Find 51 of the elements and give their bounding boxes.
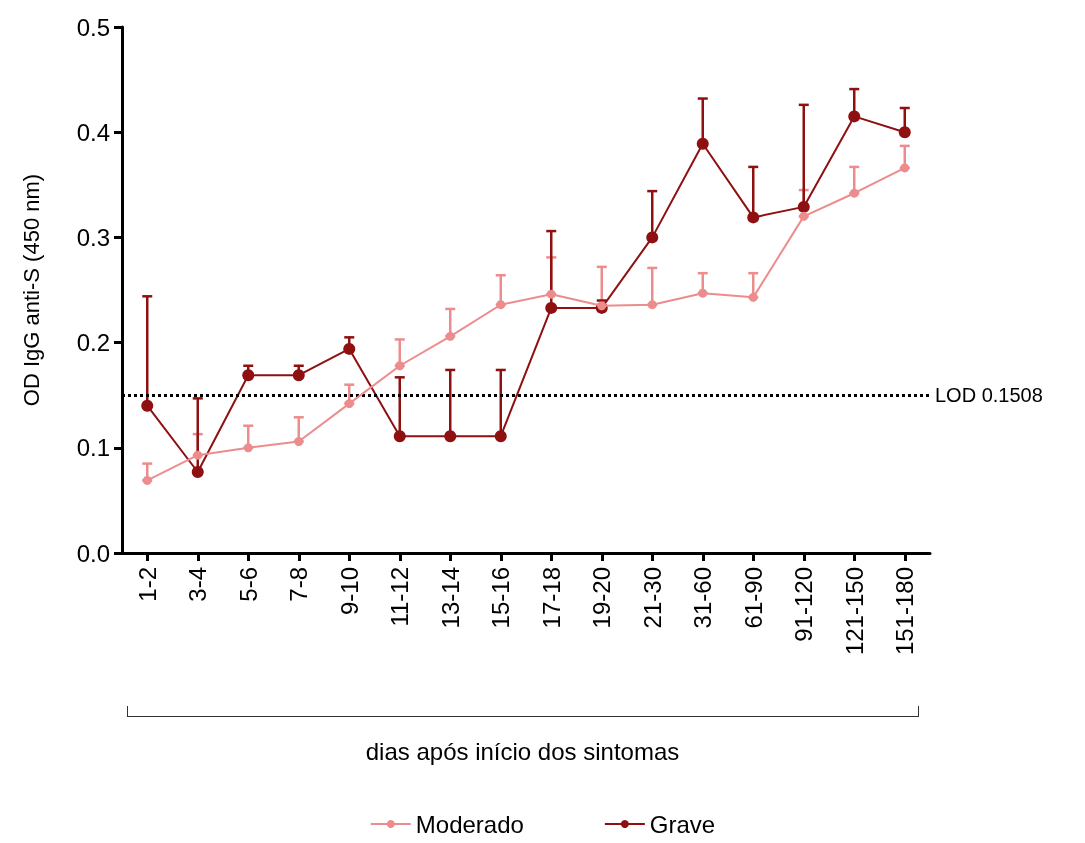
point <box>191 466 204 478</box>
point <box>142 475 152 485</box>
x-tick-label: 61-90 <box>739 567 767 629</box>
point <box>395 361 405 371</box>
point <box>292 369 305 382</box>
point <box>242 369 255 382</box>
x-tick-label: 3-4 <box>184 567 212 602</box>
point <box>647 300 657 310</box>
x-axis-title: dias após início dos sintomas <box>364 738 681 766</box>
y-tick-label: 0.4 <box>76 118 110 146</box>
y-tick-label: 0.1 <box>76 434 110 462</box>
point <box>444 430 457 443</box>
x-tick-label: 7-8 <box>285 567 313 602</box>
x-tick-label: 31-60 <box>689 567 717 629</box>
point <box>747 211 760 224</box>
point <box>393 430 406 443</box>
point <box>696 137 709 150</box>
y-tick-label: 0.5 <box>76 13 110 41</box>
x-tick-label: 13-14 <box>436 567 464 629</box>
y-tick-label: 0.3 <box>76 223 110 251</box>
point <box>496 300 506 310</box>
x-tick-label: 17-18 <box>537 567 565 629</box>
legend-label: Moderado <box>415 810 524 838</box>
x-tick-label: 21-30 <box>638 567 666 629</box>
point <box>545 301 558 314</box>
x-tick-label: 11-12 <box>386 567 414 627</box>
point <box>445 331 455 341</box>
point <box>799 211 809 221</box>
point <box>494 430 507 443</box>
y-tick-label: 0.2 <box>76 329 110 357</box>
point <box>898 126 911 139</box>
x-tick-label: 9-10 <box>335 567 363 616</box>
x-tick-label: 91-120 <box>790 567 818 642</box>
point <box>141 399 154 412</box>
x-tick-label: 151-180 <box>891 567 919 656</box>
legend-label: Grave <box>649 810 716 838</box>
x-tick-label: 121-150 <box>840 567 868 656</box>
x-tick-label: 15-16 <box>487 567 515 629</box>
ref-line-label: LOD 0.1508 <box>935 384 1043 407</box>
x-tick-label: 5-6 <box>234 567 262 602</box>
point <box>797 200 810 213</box>
point <box>344 399 354 409</box>
point <box>748 292 758 302</box>
y-axis-title: OD IgG anti-S (450 nm) <box>18 173 44 407</box>
y-tick-label: 0.0 <box>76 539 110 567</box>
point <box>848 110 861 123</box>
x-tick-label: 19-20 <box>588 567 616 629</box>
point <box>294 436 304 446</box>
point <box>343 342 356 355</box>
x-tick-label: 1-2 <box>133 567 161 602</box>
point <box>646 231 659 244</box>
